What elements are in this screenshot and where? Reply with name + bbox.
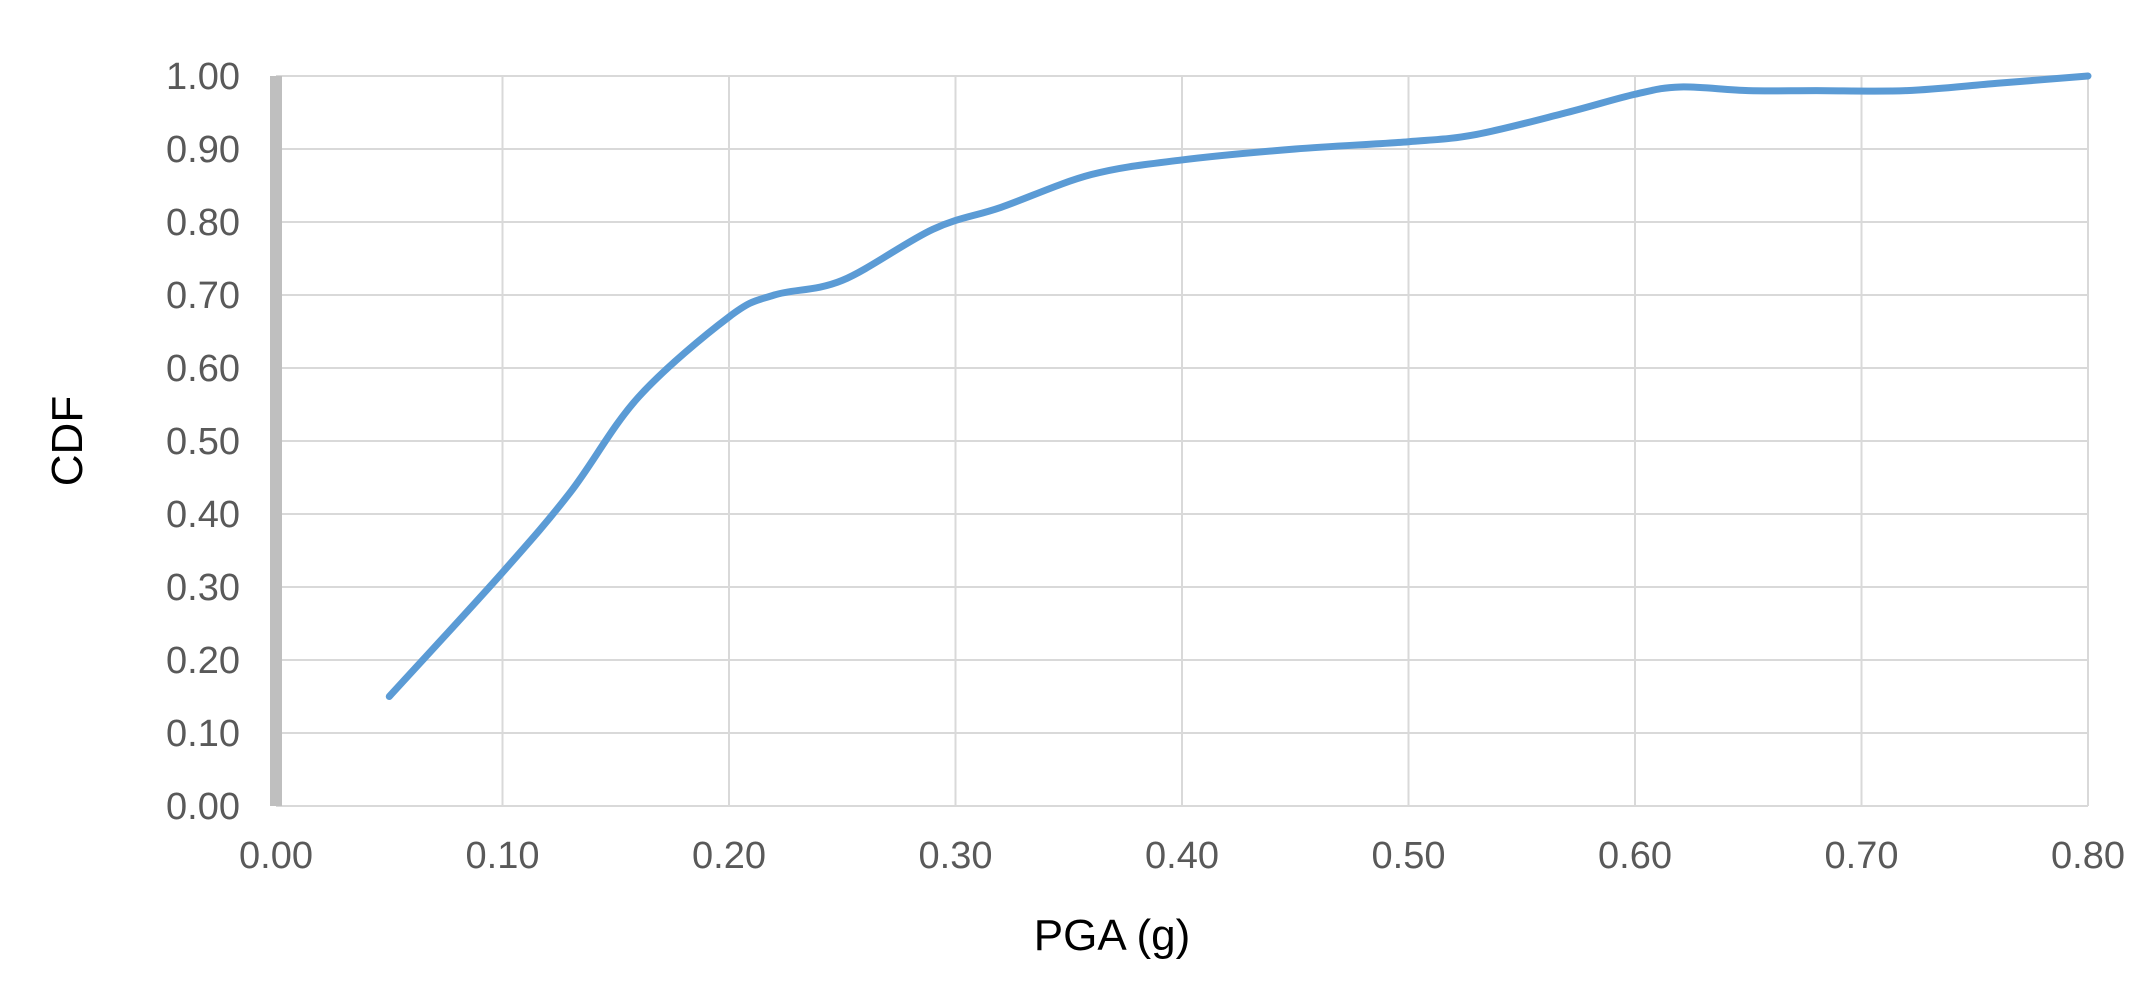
x-tick-label: 0.10 (466, 835, 540, 877)
y-tick-label: 0.40 (166, 494, 240, 536)
y-tick-label: 0.50 (166, 421, 240, 463)
cdf-series-line (385, 72, 2092, 700)
y-tick-labels: 0.00 0.10 0.20 0.30 0.40 0.50 0.60 0.70 0.80 0.90… (166, 56, 240, 828)
x-tick-label: 0.70 (1825, 835, 1899, 877)
x-axis-title: PGA (g) (1034, 911, 1191, 960)
x-tick-label: 0.40 (1145, 835, 1219, 877)
y-tick-label: 0.10 (166, 713, 240, 755)
x-tick-label: 0.80 (2051, 835, 2125, 877)
y-tick-label: 0.00 (166, 786, 240, 828)
x-tick-label: 0.30 (919, 835, 993, 877)
y-tick-label: 0.90 (166, 129, 240, 171)
series-layer (385, 72, 2092, 700)
y-tick-label: 0.20 (166, 640, 240, 682)
y-tick-label: 1.00 (166, 56, 240, 98)
y-tick-label: 0.80 (166, 202, 240, 244)
x-tick-label: 0.60 (1598, 835, 1672, 877)
y-tick-label: 0.70 (166, 275, 240, 317)
x-tick-label: 0.20 (692, 835, 766, 877)
x-tick-label: 0.50 (1372, 835, 1446, 877)
y-tick-label: 0.30 (166, 567, 240, 609)
x-tick-labels: 0.00 0.10 0.20 0.30 0.40 0.50 0.60 0.70 0.80 (239, 835, 2125, 877)
grid-lines (275, 75, 2089, 807)
y-axis-bar (270, 76, 282, 806)
x-tick-label: 0.00 (239, 835, 313, 877)
y-tick-label: 0.60 (166, 348, 240, 390)
y-axis-title: CDF (43, 396, 92, 486)
